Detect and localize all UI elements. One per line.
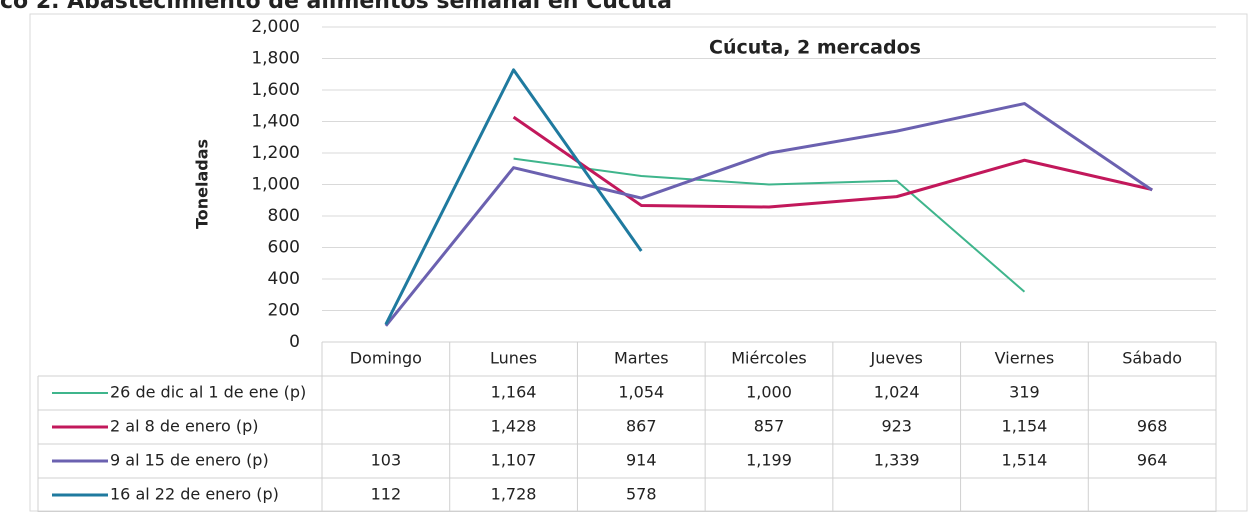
series-line [384, 102, 1153, 327]
table-value: 968 [1137, 417, 1168, 436]
table-value: 319 [1009, 383, 1040, 402]
table-value: 103 [371, 451, 402, 470]
x-tick-label: Miércoles [731, 349, 807, 368]
table-value: 578 [626, 485, 657, 504]
table-value: 1,054 [618, 383, 664, 402]
y-tick-label: 1,600 [251, 80, 300, 100]
x-tick-label: Domingo [350, 349, 422, 368]
x-tick-label: Viernes [995, 349, 1055, 368]
y-tick-label: 600 [268, 238, 300, 258]
legend-label: 9 al 15 de enero (p) [110, 451, 269, 470]
y-tick-label: 800 [268, 206, 300, 226]
table-value: 1,514 [1002, 451, 1048, 470]
table-value: 112 [371, 485, 402, 504]
series-line [384, 68, 643, 326]
table-value: 1,339 [874, 451, 920, 470]
table-value: 923 [881, 417, 912, 436]
table-value: 1,428 [491, 417, 537, 436]
table-value: 857 [754, 417, 785, 436]
y-tick-label: 1,400 [251, 112, 300, 132]
legend-label: 26 de dic al 1 de ene (p) [110, 383, 306, 402]
y-tick-label: 2,000 [251, 17, 300, 37]
chart-title: co 2. Abastecimiento de alimentos semana… [0, 0, 672, 14]
y-axis-label: Toneladas [193, 139, 212, 229]
table-value: 1,728 [491, 485, 537, 504]
y-tick-label: 200 [268, 301, 300, 321]
table-value: 1,164 [491, 383, 537, 402]
y-tick-label: 1,800 [251, 49, 300, 69]
table-value: 1,107 [491, 451, 537, 470]
legend-label: 16 al 22 de enero (p) [110, 485, 279, 504]
chart-subtitle: Cúcuta, 2 mercados [709, 37, 921, 59]
table-value: 1,000 [746, 383, 792, 402]
series-line [513, 157, 1026, 293]
legend-label: 2 al 8 de enero (p) [110, 417, 259, 436]
x-tick-label: Sábado [1122, 349, 1182, 368]
table-value: 867 [626, 417, 657, 436]
y-tick-label: 1,000 [251, 175, 300, 195]
x-tick-label: Martes [614, 349, 669, 368]
y-tick-label: 1,200 [251, 143, 300, 163]
table-value: 914 [626, 451, 657, 470]
y-tick-label: 0 [289, 332, 300, 352]
series-line [512, 115, 1153, 209]
x-tick-label: Jueves [870, 349, 923, 368]
table-value: 1,154 [1002, 417, 1048, 436]
chart-frame [29, 13, 1248, 512]
x-tick-label: Lunes [490, 349, 537, 368]
table-value: 1,024 [874, 383, 920, 402]
y-tick-label: 400 [268, 269, 300, 289]
table-value: 964 [1137, 451, 1168, 470]
table-value: 1,199 [746, 451, 792, 470]
